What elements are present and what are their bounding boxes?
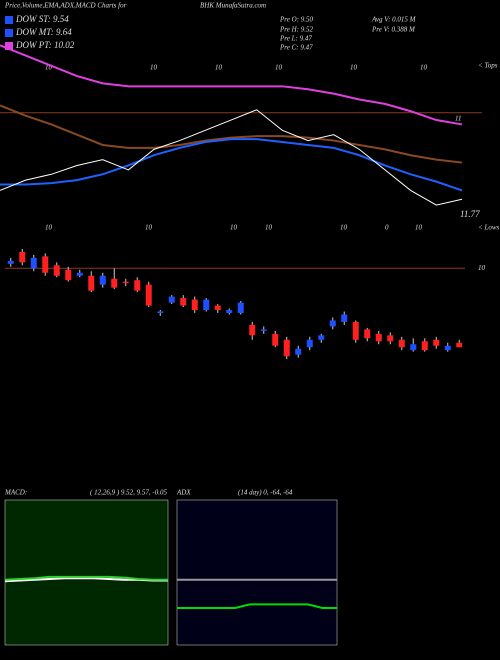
candle-body (272, 333, 279, 346)
candle-body (157, 311, 164, 313)
panel-title: MACD: (4, 489, 27, 497)
candle-body (433, 339, 440, 346)
candle-body (249, 324, 256, 336)
series-line (0, 138, 463, 192)
info-text: Pre H: 9.52 (279, 26, 313, 34)
header-right: BHK MunafaSutra.com (200, 2, 266, 10)
candle-body (99, 275, 106, 285)
candle-body (42, 256, 49, 273)
date-label: 10 (45, 224, 53, 232)
legend-label: DOW ST: 9.54 (15, 14, 69, 24)
candle-body (203, 299, 210, 310)
tops-label: < Tops (478, 62, 498, 70)
candle-body (53, 265, 60, 276)
series-line (0, 109, 463, 206)
date-label: 10 (275, 64, 283, 72)
legend-swatch (5, 42, 13, 50)
candle-body (19, 251, 26, 263)
candle-body (65, 269, 72, 281)
date-label: 10 (45, 64, 53, 72)
candle-body (76, 272, 83, 276)
legend-swatch (5, 29, 13, 37)
panel-bg (176, 499, 338, 646)
candle-body (318, 335, 325, 340)
panel-subtitle: ( 12,26,9 ) 9.52, 9.57, -0.05 (90, 489, 167, 497)
series-line (177, 603, 337, 610)
candle-body (88, 275, 95, 291)
info-text: Pre V: 0.388 M (371, 26, 416, 34)
candle-body (134, 280, 141, 291)
lows-label: < Lows (478, 224, 500, 232)
info-text: Pre L: 9.47 (279, 35, 312, 43)
series-line (0, 104, 463, 164)
date-label: 10 (150, 64, 158, 72)
info-text: Pre O: 9.50 (279, 16, 313, 24)
candle-body (295, 348, 302, 355)
candle-body (168, 296, 175, 303)
date-label: 0 (385, 224, 389, 232)
reference-label: 10 (478, 264, 486, 272)
candle-body (283, 339, 290, 357)
candle-body (191, 299, 198, 310)
candle-body (398, 339, 405, 348)
candle-body (122, 281, 129, 284)
date-label: 10 (350, 64, 358, 72)
panel-bg (4, 499, 169, 646)
date-label: 10 (230, 224, 238, 232)
candle-body (260, 329, 267, 331)
candle-body (352, 321, 359, 340)
info-text: Pre C: 9.47 (279, 44, 313, 52)
legend-label: DOW PT: 10.02 (15, 40, 75, 50)
reference-label: 11 (455, 114, 461, 122)
candle-body (306, 339, 313, 348)
series-line (0, 44, 463, 126)
candle-body (444, 345, 451, 351)
date-label: 10 (340, 224, 348, 232)
candle-body (180, 298, 187, 306)
candle-body (237, 302, 244, 313)
legend-swatch (5, 16, 13, 24)
candle-body (145, 284, 152, 306)
date-label: 10 (420, 64, 428, 72)
date-label: 10 (415, 224, 423, 232)
annotation: 11.77 (460, 209, 480, 219)
candle-body (387, 335, 394, 342)
legend-label: DOW MT: 9.64 (15, 27, 72, 37)
candle-body (226, 310, 233, 313)
panel-title: ADX (176, 489, 191, 497)
candle-body (421, 341, 428, 351)
date-label: 10 (215, 64, 223, 72)
series-line (4, 575, 168, 581)
candle-body (111, 278, 118, 288)
candle-body (410, 344, 417, 351)
candle-body (329, 320, 336, 327)
candle-body (214, 305, 221, 310)
candle-body (341, 314, 348, 322)
candle-body (456, 342, 463, 348)
date-label: 10 (265, 224, 273, 232)
info-text: Avg V: 0.015 M (371, 16, 417, 24)
candle-body (375, 333, 382, 342)
candle-body (7, 260, 14, 264)
candle-body (364, 329, 371, 339)
header-left: Price,Volume,EMA,ADX,MACD Charts for (4, 2, 127, 10)
date-label: 10 (145, 224, 153, 232)
panel-subtitle: (14 day) 0, -64, -64 (238, 489, 293, 497)
candle-body (30, 257, 37, 269)
